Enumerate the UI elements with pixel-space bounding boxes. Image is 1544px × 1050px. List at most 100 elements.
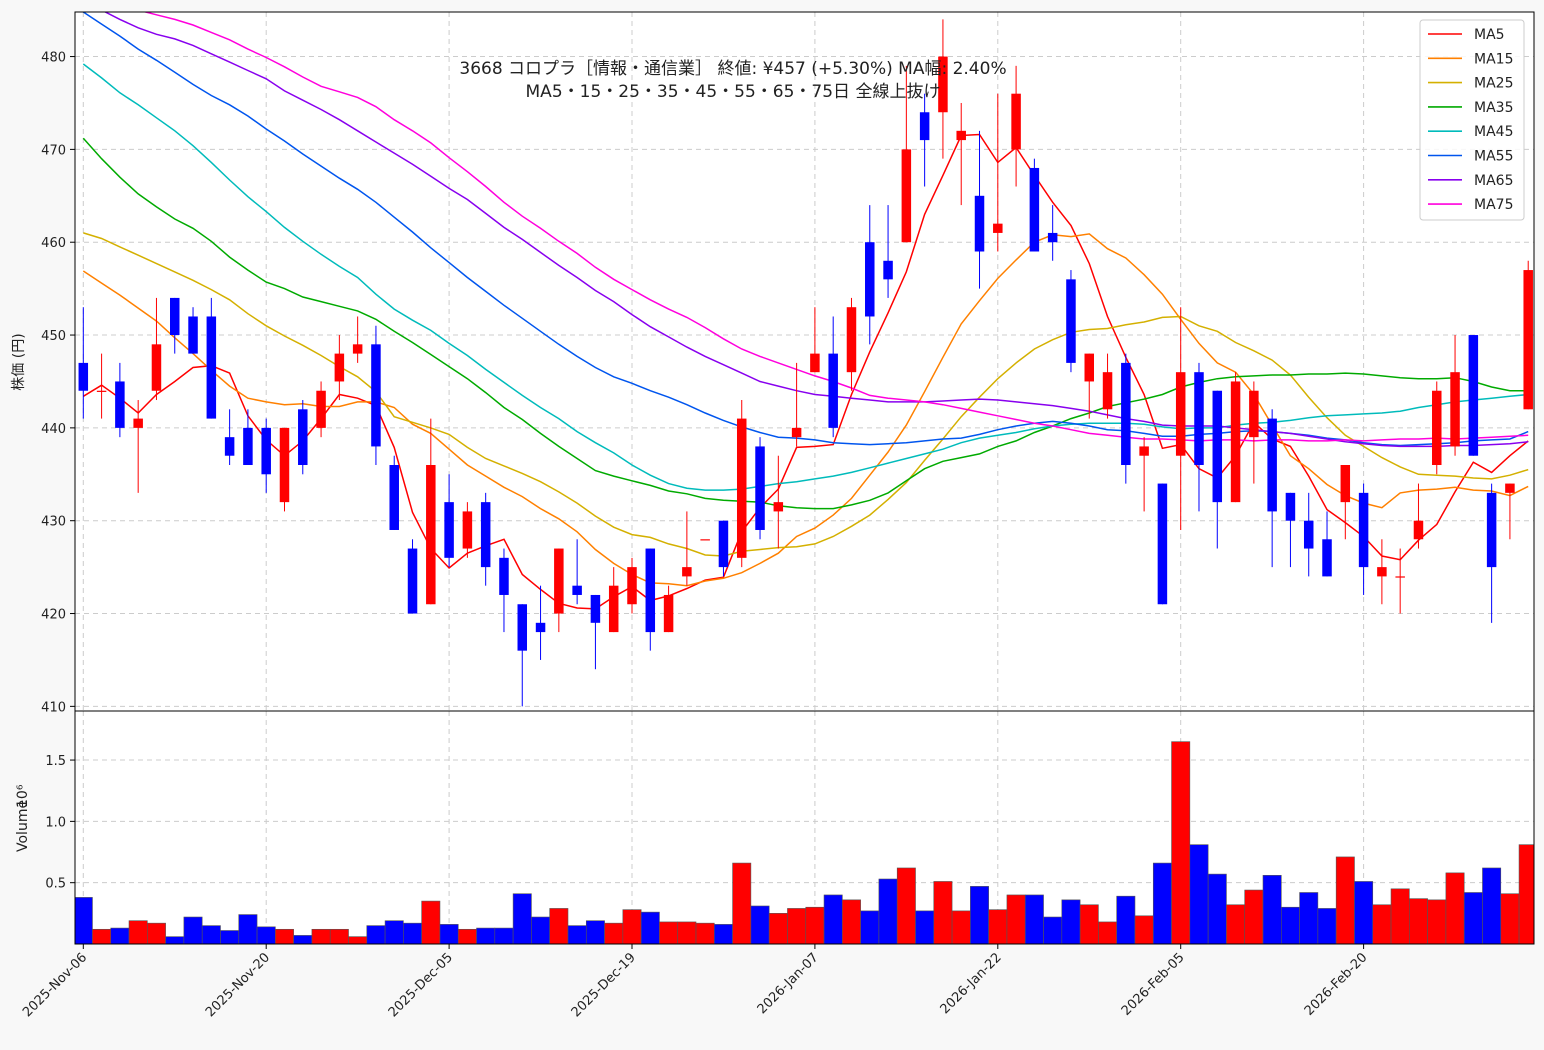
candle-body — [1194, 372, 1204, 466]
legend-label-ma55: MA55 — [1474, 149, 1513, 165]
price-tick-label: 440 — [41, 422, 66, 437]
candle-body — [1340, 465, 1351, 503]
candle-body — [682, 567, 692, 577]
volume-bar — [842, 899, 861, 944]
volume-axis-exponent: 10⁶ — [15, 784, 31, 808]
volume-bar — [1006, 894, 1026, 944]
volume-bar — [1500, 893, 1520, 944]
volume-bar — [1079, 904, 1099, 944]
ma-line-ma65 — [103, 12, 1529, 448]
volume-bar — [1152, 862, 1172, 944]
candle-body — [170, 297, 180, 336]
volume-bar — [640, 911, 660, 944]
volume-bar — [1299, 892, 1319, 944]
volume-bar — [787, 908, 807, 944]
candle-body — [389, 465, 399, 530]
candle-body — [188, 316, 198, 354]
price-tick-label: 460 — [41, 236, 66, 251]
volume-tick-label: 1.5 — [45, 754, 66, 769]
legend-label-ma5: MA5 — [1474, 27, 1505, 43]
candle-body — [1285, 492, 1296, 521]
volume-bar — [110, 927, 130, 944]
volume-bar — [220, 930, 240, 944]
candle-body — [407, 548, 418, 614]
candle-body — [663, 594, 674, 633]
volume-bar — [1134, 915, 1154, 944]
price-axis-label: 株価 (円) — [11, 333, 27, 390]
candle-body — [1322, 539, 1332, 577]
candle-body — [1450, 372, 1460, 447]
volume-bar — [622, 909, 642, 944]
candle-body — [1395, 576, 1405, 578]
volume-bar — [329, 928, 349, 944]
volume-bar — [238, 914, 258, 944]
candle-body — [334, 353, 345, 382]
candle-body — [1230, 381, 1241, 503]
legend-label-ma15: MA15 — [1474, 51, 1513, 67]
volume-panel-background — [75, 711, 1534, 944]
candle-body — [78, 362, 89, 391]
volume-bar — [147, 922, 166, 944]
candle-body — [298, 409, 308, 466]
candle-body — [608, 585, 619, 633]
candle-body — [901, 149, 912, 243]
legend-label-ma35: MA35 — [1474, 100, 1513, 116]
legend: MA5 MA15 MA25 MA35 MA45 MA55 MA65 MA75 — [1419, 19, 1525, 221]
candle-body — [1486, 492, 1497, 568]
price-panel-background — [75, 12, 1534, 711]
candle-body — [1084, 353, 1094, 382]
volume-bar — [1463, 892, 1483, 944]
candle-body — [1432, 390, 1442, 466]
price-tick-label: 480 — [41, 51, 66, 66]
volume-bar — [585, 920, 605, 944]
volume-bar — [714, 924, 733, 944]
volume-bar — [1445, 872, 1465, 944]
volume-bar — [677, 921, 697, 944]
candle-body — [865, 242, 875, 317]
candle-body — [1011, 93, 1021, 150]
volume-bar — [457, 928, 477, 944]
volume-bar — [1482, 867, 1502, 944]
volume-bar — [1189, 844, 1209, 944]
volume-bar — [1335, 856, 1355, 944]
volume-bar — [896, 867, 916, 944]
volume-bar — [1427, 899, 1447, 944]
volume-bar — [512, 893, 532, 944]
candle-body — [1212, 390, 1223, 503]
volume-bar — [549, 908, 569, 944]
candle-body — [133, 418, 143, 428]
candle-body — [645, 548, 656, 633]
candle-body — [243, 427, 253, 466]
legend-label-ma65: MA65 — [1474, 173, 1513, 189]
candle-body — [554, 548, 564, 614]
volume-axis-label: Volume — [15, 800, 31, 852]
candle-body — [883, 260, 893, 280]
volume-bar — [183, 916, 203, 944]
candle-body — [919, 112, 930, 141]
volume-panel-frame — [74, 710, 1535, 945]
volume-y-ticks: 0.5 1.0 1.5 — [45, 754, 75, 892]
candle-body — [1358, 492, 1369, 568]
candle-body — [1413, 520, 1424, 540]
volume-bar — [604, 922, 624, 944]
volume-bar — [128, 920, 148, 944]
volume-bar — [860, 910, 880, 944]
volume-bars — [75, 741, 1534, 944]
price-y-ticks: 410 420 430 440 450 460 470 480 — [41, 51, 75, 715]
volume-bar — [1024, 894, 1044, 944]
legend-label-ma45: MA45 — [1474, 124, 1513, 140]
candle-body — [700, 539, 710, 541]
volume-bar — [494, 927, 514, 944]
candle-body — [627, 567, 637, 605]
candle-body — [151, 344, 162, 391]
candle-body — [791, 427, 802, 438]
volume-bar — [1317, 908, 1337, 944]
volume-bar — [732, 862, 752, 944]
chart-title: 3668 コロプラ［情報・通信業］ 終値: ¥457 (+5.30%) MA幅:… — [459, 59, 1006, 79]
candle-body — [572, 585, 582, 595]
chart-subtitle: MA5・15・25・35・45・55・65・75日 全線上抜け — [526, 82, 941, 102]
volume-bar — [951, 910, 971, 944]
price-tick-label: 450 — [41, 329, 66, 344]
candle-body — [371, 344, 381, 447]
candle-body — [773, 502, 784, 512]
